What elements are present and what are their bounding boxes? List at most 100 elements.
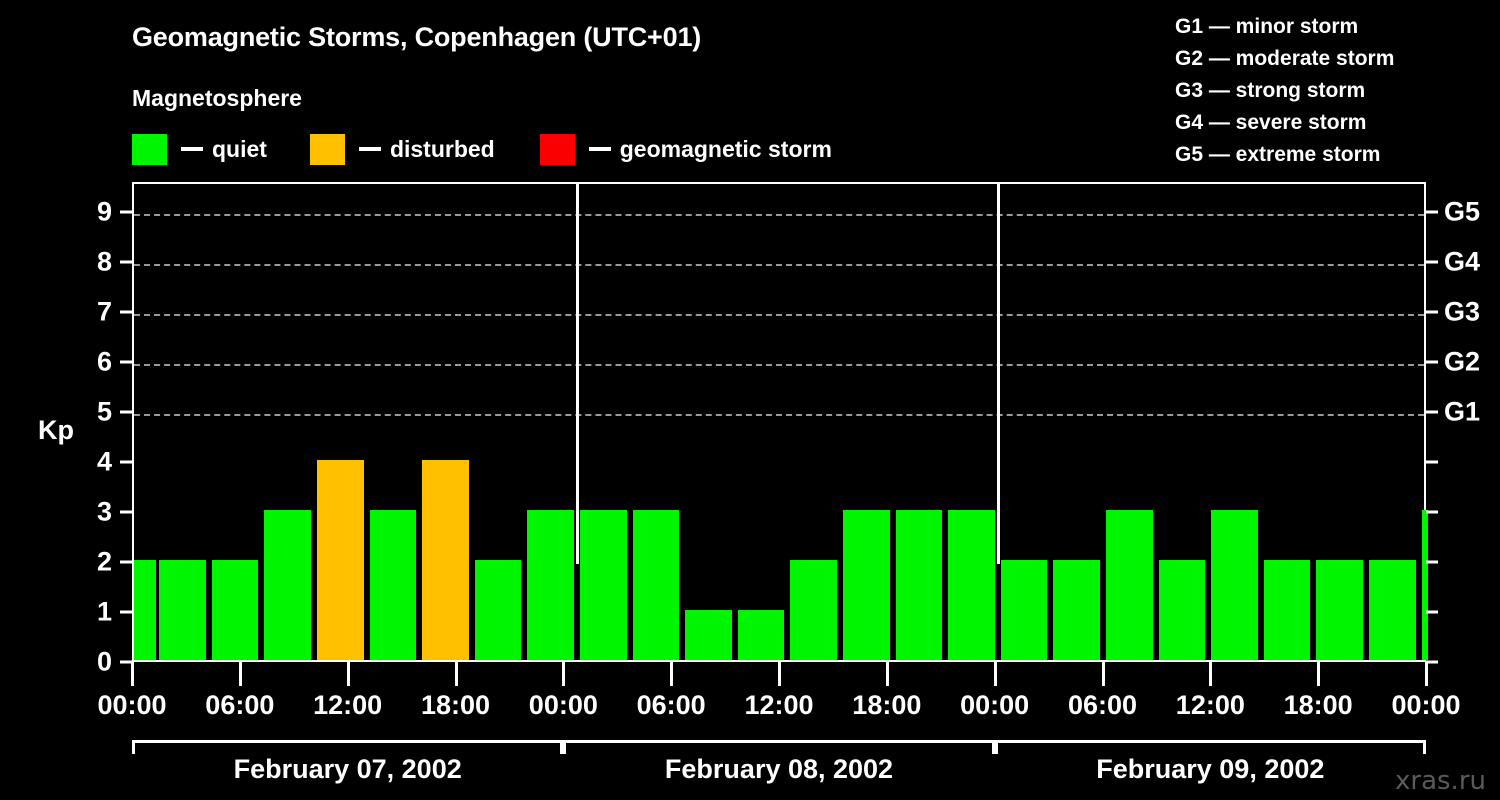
bar [134, 560, 157, 660]
y-tick-label: 7 [96, 296, 112, 327]
bar [1316, 560, 1364, 660]
x-tick-label: 12:00 [744, 690, 814, 720]
bar [1421, 510, 1428, 660]
bar [527, 510, 575, 660]
g-tick-label: G2 [1444, 346, 1481, 377]
x-tick-label: 00:00 [960, 690, 1030, 720]
bar [1263, 560, 1311, 660]
g-tick-mark [1426, 560, 1438, 564]
x-tick-label: 00:00 [97, 690, 167, 720]
day-bracket [132, 740, 564, 754]
x-tick-mark [1209, 662, 1213, 686]
x-tick-label: 06:00 [1067, 690, 1138, 720]
x-tick-label: 18:00 [1283, 690, 1353, 720]
y-tick-mark [120, 210, 132, 214]
x-tick-label: 00:00 [528, 690, 598, 720]
x-tick-mark [238, 662, 242, 686]
legend-entry: quiet [132, 132, 267, 166]
y-axis-label: Kp [38, 415, 74, 445]
gridline [134, 314, 1424, 316]
x-tick-mark [778, 662, 781, 686]
bar [264, 510, 312, 660]
gridline [134, 264, 1424, 266]
legend-color-swatch [132, 133, 167, 165]
day-label: February 07, 2002 [233, 754, 462, 784]
g-tick-mark [1426, 510, 1438, 514]
y-tick-label: 3 [96, 496, 112, 527]
bar [211, 560, 259, 660]
g-legend-row: G3 — strong storm [1175, 79, 1366, 102]
bar [632, 510, 680, 660]
bar [948, 510, 995, 660]
g-tick-label: G1 [1444, 396, 1481, 427]
x-tick-label: 06:00 [205, 690, 275, 720]
legend-dash-icon [588, 147, 611, 151]
y-tick-label: 2 [96, 546, 112, 577]
legend-label: quiet [212, 135, 267, 162]
x-tick-label: 18:00 [420, 690, 491, 720]
day-separator [996, 182, 1000, 564]
y-tick-label: 9 [96, 196, 112, 227]
y-tick-mark [120, 610, 132, 614]
legend-dash-icon [358, 147, 381, 151]
g-legend-row: G2 — moderate storm [1175, 47, 1395, 70]
y-tick-mark [120, 410, 132, 414]
x-tick-mark [1317, 662, 1321, 686]
day-separator [576, 182, 580, 564]
legend-color-swatch [309, 133, 345, 165]
g-tick-mark [1426, 210, 1438, 214]
y-tick-label: 0 [96, 646, 112, 677]
watermark: xras.ru [1395, 766, 1486, 796]
bar [317, 460, 364, 660]
bar [685, 610, 732, 660]
bar [1211, 510, 1258, 660]
g-tick-mark [1426, 460, 1438, 464]
gridline [134, 414, 1424, 416]
x-tick-mark [993, 662, 997, 686]
g-legend-row: G1 — minor storm [1175, 15, 1359, 38]
bar [895, 510, 943, 660]
bar [474, 560, 522, 660]
y-tick-mark [120, 660, 132, 664]
bar [843, 510, 890, 660]
g-tick-label: G5 [1444, 196, 1481, 227]
page-title: Geomagnetic Storms, Copenhagen (UTC+01) [132, 22, 702, 52]
gridline [134, 214, 1424, 216]
legend-label: disturbed [389, 135, 495, 162]
legend-entry: disturbed [309, 132, 495, 166]
day-label: February 09, 2002 [1096, 754, 1325, 784]
g-tick-mark [1426, 360, 1438, 364]
plot-inner [134, 182, 1428, 660]
x-tick-label: 06:00 [636, 690, 706, 720]
y-tick-label: 4 [96, 446, 112, 477]
x-tick-label: 18:00 [852, 690, 922, 720]
bar [580, 510, 627, 660]
bar [159, 560, 206, 660]
x-tick-mark [454, 662, 458, 686]
x-tick-label: 00:00 [1391, 690, 1461, 720]
bar [1158, 560, 1206, 660]
g-legend-row: G5 — extreme storm [1175, 143, 1381, 166]
day-label: February 08, 2002 [664, 754, 894, 784]
legend-entry: geomagnetic storm [539, 132, 832, 166]
chart-subtitle: Magnetosphere [132, 85, 302, 111]
y-tick-mark [120, 360, 132, 364]
g-legend-row: G4 — severe storm [1175, 111, 1367, 134]
x-tick-mark [1425, 662, 1428, 686]
g-tick-mark [1426, 260, 1438, 264]
x-tick-mark [1101, 662, 1105, 686]
y-tick-mark [120, 510, 132, 514]
g-scale-legend: G1 — minor storm G2 — moderate storm G3 — … [1175, 11, 1475, 171]
g-tick-label: G3 [1444, 296, 1481, 327]
bar [422, 460, 469, 660]
day-bracket [563, 740, 995, 754]
y-tick-mark [120, 310, 132, 314]
y-tick-label: 8 [96, 246, 112, 277]
y-tick-mark [120, 560, 132, 564]
g-tick-label: G4 [1444, 246, 1481, 277]
y-tick-label: 1 [96, 596, 112, 627]
plot-area [132, 182, 1428, 662]
legend-color-swatch [539, 133, 575, 165]
day-bracket [994, 740, 1426, 754]
